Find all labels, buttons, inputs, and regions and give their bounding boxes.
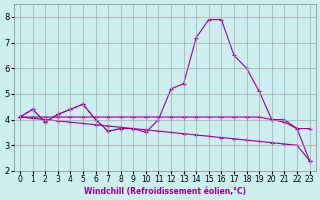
X-axis label: Windchill (Refroidissement éolien,°C): Windchill (Refroidissement éolien,°C): [84, 187, 246, 196]
